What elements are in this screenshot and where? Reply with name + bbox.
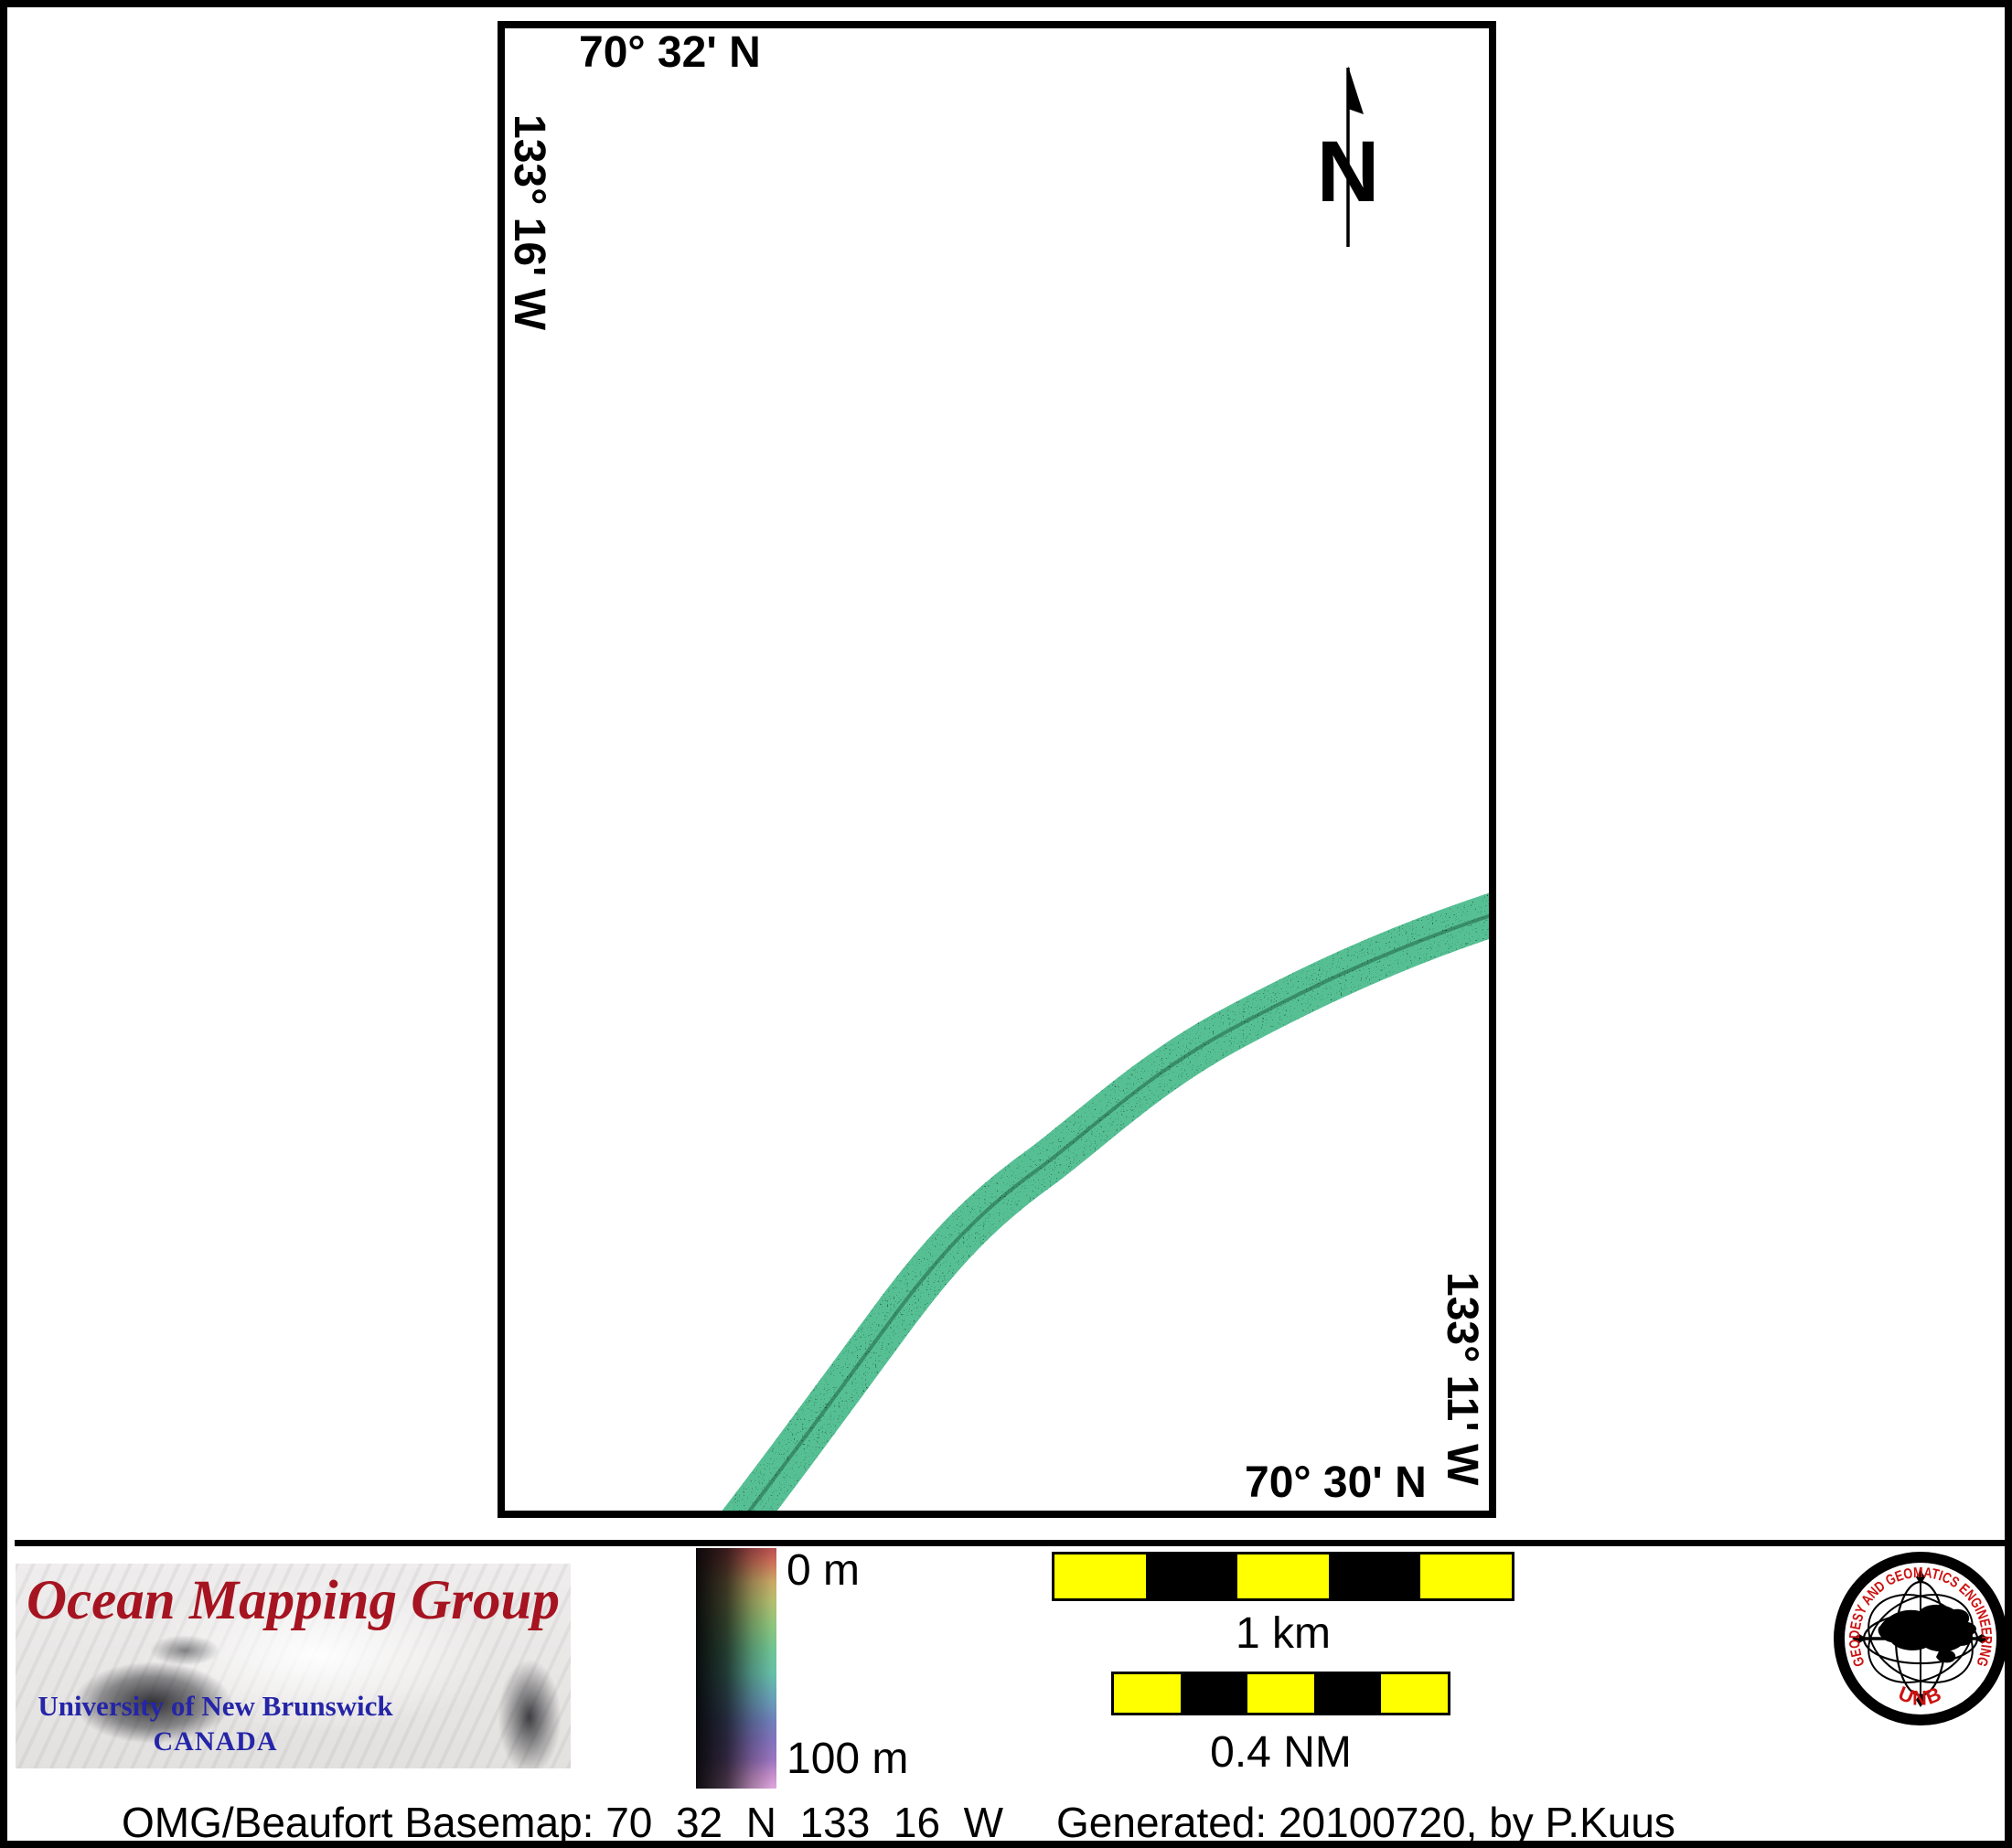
depth-label-100m: 100 m (787, 1735, 909, 1783)
scalebar-km (1052, 1552, 1514, 1601)
omg-logo: Ocean Mapping Group University of New Br… (16, 1564, 571, 1768)
longitude-label-right: 133° 11' W (1438, 1272, 1486, 1486)
scalebar-segment (1237, 1554, 1329, 1598)
scalebar-nm-label: 0.4 NM (1210, 1728, 1352, 1777)
depth-label-0m: 0 m (787, 1546, 861, 1595)
north-arrow-flag-icon (1348, 66, 1364, 114)
scalebar-segment (1247, 1674, 1314, 1713)
scalebar-segment (1054, 1554, 1146, 1598)
latitude-label-top: 70° 32' N (579, 28, 761, 77)
scalebar-segment (1181, 1674, 1247, 1713)
footer-caption: OMG/Beaufort Basemap: 70_32_N_133_16_W G… (122, 1798, 1675, 1846)
scalebar-km-label: 1 km (1235, 1609, 1331, 1658)
omg-logo-university: University of New Brunswick (37, 1690, 393, 1722)
depth-colorbar (696, 1548, 776, 1789)
caption-basemap: OMG/Beaufort Basemap: 70_32_N_133_16_W (122, 1799, 1004, 1846)
north-arrow-letter: N (1317, 123, 1380, 220)
scalebar-segment (1114, 1674, 1181, 1713)
swath-track (722, 892, 1489, 1511)
longitude-label-left: 133° 16' W (505, 114, 553, 331)
north-arrow: N (1317, 66, 1380, 247)
scalebar-segment (1420, 1554, 1512, 1598)
scalebar-nm (1111, 1672, 1450, 1715)
scalebar-segment (1314, 1674, 1381, 1713)
scalebar-segment (1381, 1674, 1448, 1713)
bathymetry-swath (722, 892, 1489, 1511)
unb-geodesy-logo: GEODESY AND GEOMATICS ENGINEERING UNB (1834, 1552, 2005, 1725)
latitude-label-bottom: 70° 30' N (1245, 1458, 1427, 1507)
omg-logo-title: Ocean Mapping Group (27, 1570, 560, 1631)
omg-logo-country: CANADA (153, 1726, 278, 1757)
footer-divider (15, 1540, 2005, 1546)
scalebar-segment (1146, 1554, 1237, 1598)
globe-landmass (1852, 1570, 1989, 1707)
caption-generated: Generated: 20100720, by P.Kuus (1056, 1799, 1675, 1846)
scalebar-segment (1329, 1554, 1420, 1598)
map-frame (498, 21, 1496, 1518)
